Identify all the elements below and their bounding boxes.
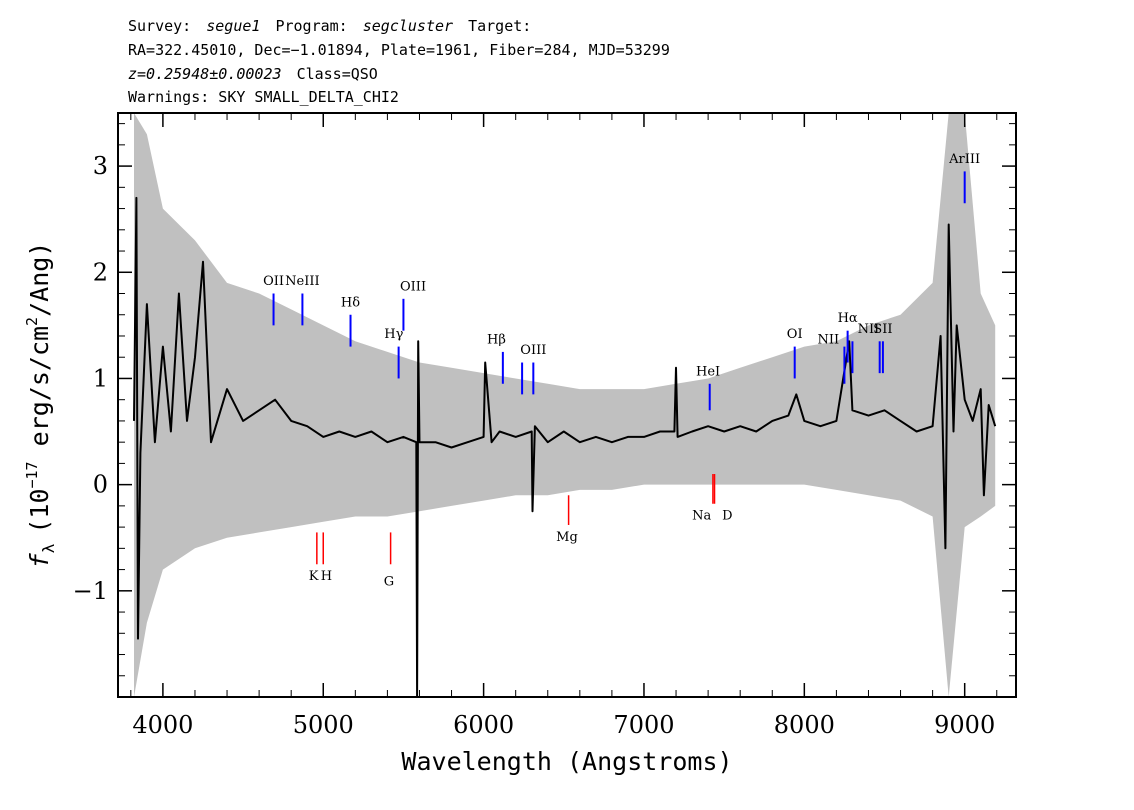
y-tick-label: 2 — [93, 258, 108, 286]
line-label-h: H — [321, 569, 332, 584]
header-line-4: Warnings: SKY SMALL_DELTA_CHI2 — [128, 88, 399, 106]
y-axis-unit-suffix: /Ang) — [25, 242, 54, 317]
x-tick-label: 8000 — [774, 711, 835, 739]
flux-line — [133, 196, 997, 697]
line-label-oii: OII — [263, 274, 284, 289]
flux-layer — [133, 196, 997, 697]
header-line-3: z=0.25948±0.00023 Class=QSO — [128, 65, 378, 83]
y-axis-ticks: −1 0 1 2 3 — [73, 123, 1016, 677]
line-label-hα: Hα — [838, 311, 858, 326]
line-label-neiii: NeIII — [285, 274, 319, 289]
line-label-hδ: Hδ — [341, 295, 360, 310]
y-axis-title: fλ (10−17 erg/s/cm2/Ang) — [23, 242, 58, 569]
y-axis-exponent: −17 — [23, 461, 41, 488]
y-axis-subscript: λ — [39, 543, 58, 553]
line-label-oi: OI — [787, 327, 803, 342]
y-tick-label: 1 — [93, 364, 108, 392]
x-axis-title: Wavelength (Angstroms) — [401, 747, 732, 776]
y-tick-label: 3 — [93, 152, 108, 180]
line-label-k: K — [309, 569, 319, 584]
x-axis-ticks: 4000 5000 6000 7000 8000 9000 — [130, 113, 998, 739]
line-label-hei: HeI — [696, 364, 720, 379]
line-label-nii: NII — [858, 322, 880, 337]
line-label-d: D — [722, 509, 732, 524]
line-label-hγ: Hγ — [384, 327, 403, 342]
line-label-oiii: OIII — [400, 279, 426, 294]
uncertainty-layer — [134, 113, 996, 697]
header-line-1: Survey: segue1 Program: segcluster Targe… — [128, 17, 531, 35]
y-axis-unit-middle: erg/s/cm — [25, 326, 54, 461]
survey-label: Survey: — [128, 17, 191, 35]
x-tick-label: 9000 — [934, 711, 995, 739]
program-label: Program: — [275, 17, 347, 35]
absorption-line-markers — [316, 474, 716, 565]
header-line-2: RA=322.45010, Dec=−1.01894, Plate=1961, … — [128, 41, 670, 59]
y-axis-area-exponent: 2 — [23, 317, 41, 326]
line-label-hβ: Hβ — [487, 332, 506, 347]
y-axis-unit-prefix: (10 — [25, 489, 54, 534]
line-label-oiii: OIII — [520, 343, 546, 358]
survey-value: segue1 — [206, 17, 260, 35]
line-label-g: G — [384, 575, 394, 590]
line-label-ariii: ArIII — [948, 152, 980, 167]
x-tick-label: 7000 — [613, 711, 674, 739]
y-tick-label: 0 — [93, 471, 108, 499]
y-tick-label: −1 — [73, 577, 108, 605]
x-tick-label: 4000 — [132, 711, 193, 739]
line-label-nii: NII — [818, 332, 840, 347]
line-label-mg: Mg — [556, 530, 578, 545]
spectrum-header: Survey: segue1 Program: segcluster Targe… — [128, 17, 670, 106]
program-value: segcluster — [363, 17, 453, 35]
uncertainty-band — [134, 113, 996, 697]
class-value: Class=QSO — [297, 65, 378, 83]
x-tick-label: 5000 — [293, 711, 354, 739]
x-tick-label: 6000 — [453, 711, 514, 739]
emission-line-markers — [272, 171, 966, 411]
line-label-sii: SII — [873, 322, 892, 337]
y-axis-symbol: f — [25, 552, 54, 568]
redshift-value: z=0.25948±0.00023 — [128, 65, 282, 83]
line-label-na: Na — [692, 509, 711, 524]
target-label: Target: — [468, 17, 531, 35]
plot-frame — [117, 112, 1017, 698]
